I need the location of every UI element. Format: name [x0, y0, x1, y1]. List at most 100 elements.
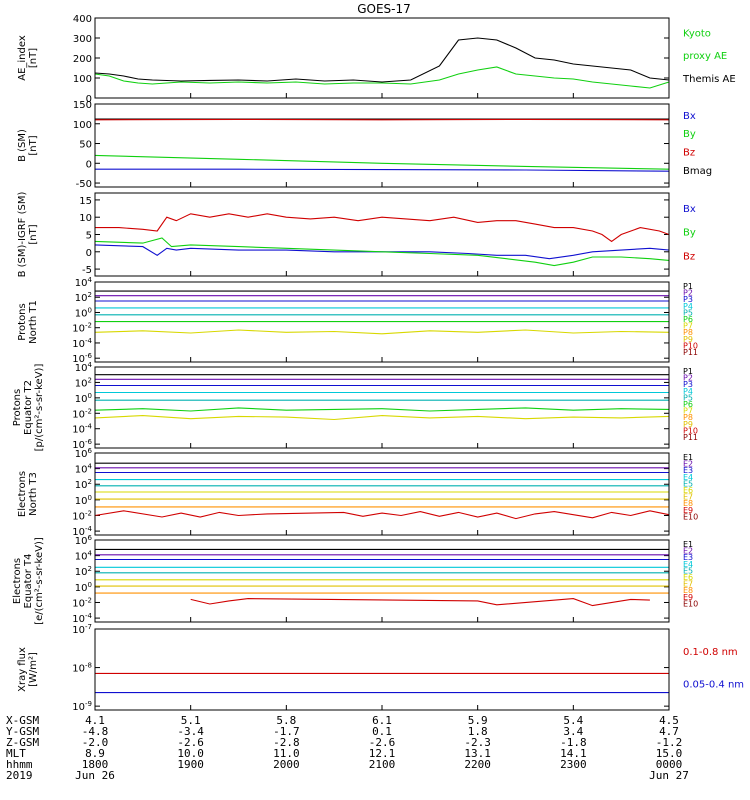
legend-entry: E4: [683, 560, 693, 569]
axis-row-label: 2019: [6, 769, 33, 782]
axis-row-label: Y-GSM: [6, 725, 39, 738]
y-axis-label: ElectronsEquator T4[e/(cm²-s-sr-keV)]: [12, 537, 45, 625]
series-line-e9: [190, 598, 650, 607]
panel-protons_e: 104 102 100 10-2 10-4 10-6 ProtonsEquator T2[p…: [12, 361, 698, 451]
axis-value: -2.6: [369, 736, 396, 749]
y-tick-label: 0: [86, 159, 92, 170]
legend-entry: E10: [683, 512, 698, 521]
y-axis-label: Xray flux[W/m²]: [17, 647, 39, 692]
y-tick-label: 300: [73, 34, 92, 45]
y-tick-label: 102: [75, 291, 92, 304]
y-tick-label: 150: [73, 100, 92, 111]
y-axis-label: ElectronsNorth T3: [17, 471, 39, 517]
axis-value: 8.9: [85, 747, 105, 760]
y-tick-label: 102: [75, 376, 92, 389]
y-tick-label: -50: [76, 179, 92, 190]
y-axis-label: B (SM)[nT]: [17, 129, 39, 162]
panel-bsmigrf: 15 10 5 0 -5 B (SM)-IGRF (SM)[nT] Bx By Bz: [17, 192, 696, 278]
y-tick-label: -5: [82, 265, 92, 276]
axis-value: 6.1: [372, 714, 392, 727]
y-tick-label: 50: [79, 140, 92, 151]
axis-value: -3.4: [177, 725, 204, 738]
legend-entry: P4: [683, 387, 693, 396]
axis-value: 4.1: [85, 714, 105, 727]
legend-entry: E2: [683, 547, 693, 556]
y-tick-label: 102: [75, 565, 92, 578]
legend-entry: P11: [683, 433, 698, 442]
legend-entry: P8: [683, 413, 693, 422]
legend-entry: P9: [683, 335, 693, 344]
legend-entry: P6: [683, 400, 693, 409]
panel-xray: 10-7 10-8 10-9 Xray flux[W/m²] 0.1-0.8 nm 0.0…: [17, 623, 744, 713]
axis-value: 5.8: [276, 714, 296, 727]
series-line-themis-ae: [94, 37, 670, 83]
legend-entry: P9: [683, 420, 693, 429]
panel-frame: [94, 17, 670, 99]
y-tick-label: 102: [75, 478, 92, 491]
y-tick-label: 10: [79, 213, 92, 224]
legend-entry: P1: [683, 282, 693, 291]
legend-entry: P11: [683, 348, 698, 357]
y-tick-label: 10-4: [72, 337, 92, 350]
legend-entry: E1: [683, 540, 693, 549]
y-tick-label: 400: [73, 14, 92, 25]
y-axis-label: ProtonsNorth T1: [17, 300, 39, 344]
legend-entry: Kyoto: [683, 28, 711, 39]
axis-value: 2300: [560, 758, 587, 771]
legend-entry: E3: [683, 553, 693, 562]
legend-entry: E6: [683, 486, 693, 495]
axis-value: -2.3: [464, 736, 491, 749]
legend-entry: P3: [683, 380, 693, 389]
series-line-p7: [94, 415, 670, 421]
series-line-p6: [94, 407, 670, 412]
y-tick-label: 106: [75, 534, 93, 547]
axis-value: -2.0: [82, 736, 109, 749]
axis-value: 11.0: [273, 747, 300, 760]
legend-entry: P1: [683, 367, 693, 376]
y-tick-label: 100: [73, 120, 92, 131]
legend-entry: E9: [683, 593, 693, 602]
legend-entry: E3: [683, 466, 693, 475]
axis-value: 4.7: [659, 725, 679, 738]
legend-entry: P5: [683, 308, 693, 317]
legend-entry: P7: [683, 407, 693, 416]
legend-entry: P6: [683, 315, 693, 324]
axis-value: -1.2: [656, 736, 683, 749]
series-line-bx: [94, 244, 670, 260]
y-tick-label: 106: [75, 447, 93, 460]
legend-entry: E8: [683, 499, 693, 508]
axis-value: 10.0: [177, 747, 204, 760]
axis-value: 5.9: [468, 714, 488, 727]
axis-value: 1800: [82, 758, 109, 771]
legend-entry: Bz: [683, 148, 695, 159]
axis-row-label: X-GSM: [6, 714, 39, 727]
panel-frame: [94, 192, 670, 277]
legend-entry: Bx: [683, 204, 696, 215]
y-tick-label: 10-6: [72, 352, 92, 365]
axis-row-label: hhmm: [6, 758, 33, 771]
legend-entry: P2: [683, 374, 693, 383]
y-tick-label: 104: [75, 550, 93, 563]
legend-entry: P8: [683, 328, 693, 337]
y-tick-label: 10-2: [72, 509, 92, 522]
axis-value: 1.8: [468, 725, 488, 738]
panel-frame: [94, 452, 670, 536]
axis-value: -1.7: [273, 725, 300, 738]
axis-value: 5.4: [563, 714, 583, 727]
axis-value: 4.5: [659, 714, 679, 727]
legend-entry: P5: [683, 393, 693, 402]
y-tick-label: 0: [86, 94, 92, 105]
legend-entry: E1: [683, 453, 693, 462]
legend-entry: E7: [683, 580, 693, 589]
axis-value: 2200: [464, 758, 491, 771]
axis-value: 13.1: [464, 747, 491, 760]
y-tick-label: 10-4: [72, 612, 92, 625]
y-axis-label: ProtonsEquator T2[p/(cm²-s-sr-keV)]: [12, 364, 45, 452]
legend-entry: E5: [683, 566, 693, 575]
y-tick-label: 104: [75, 463, 93, 476]
axis-value: Jun 27: [649, 769, 689, 782]
panel-electrons_e: 106 104 102 100 10-2 10-4 ElectronsEquator T4[…: [12, 534, 698, 625]
series-line-p7: [94, 329, 670, 335]
legend-entry: E2: [683, 460, 693, 469]
